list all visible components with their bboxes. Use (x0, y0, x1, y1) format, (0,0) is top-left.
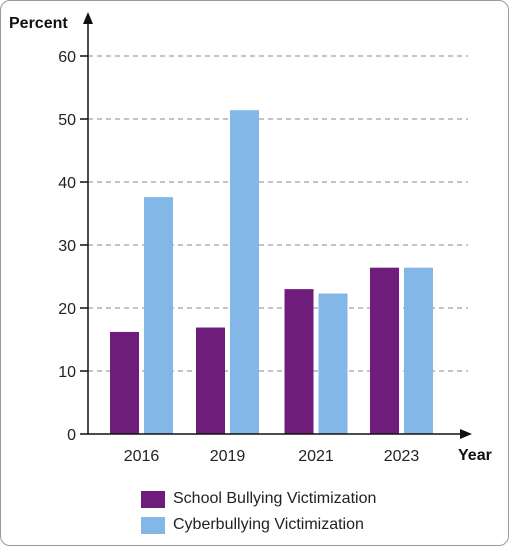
legend: School Bullying Victimization Cyberbully… (141, 486, 376, 538)
x-tick-label-2019: 2019 (210, 448, 246, 465)
legend-swatch-school (141, 490, 165, 508)
bar-cyber-2016 (144, 197, 173, 434)
legend-item-school: School Bullying Victimization (141, 486, 376, 512)
x-tick-label-2016: 2016 (124, 448, 160, 465)
legend-label-cyber: Cyberbullying Victimization (173, 516, 364, 533)
x-tick-label-2023: 2023 (384, 448, 420, 465)
y-tick-label-60: 60 (58, 49, 76, 66)
y-axis-arrow (83, 12, 93, 24)
x-axis-arrow (460, 429, 472, 439)
y-tick-label-20: 20 (58, 301, 76, 318)
bar-cyber-2021 (318, 293, 348, 434)
legend-label-school: School Bullying Victimization (173, 490, 377, 507)
bar-school-2021 (284, 289, 314, 434)
y-tick-label-10: 10 (58, 364, 76, 381)
y-tick-label-50: 50 (58, 112, 76, 129)
y-axis-title: Percent (9, 15, 68, 32)
y-ticks: 0 10 20 30 40 50 60 (58, 49, 88, 444)
bar-school-2019 (196, 327, 225, 434)
axes (83, 12, 472, 439)
legend-swatch-cyber (141, 516, 165, 534)
x-axis-title: Year (458, 447, 492, 464)
y-tick-label-0: 0 (67, 427, 76, 444)
bars (110, 110, 433, 435)
bar-cyber-2019 (230, 110, 259, 435)
x-ticks: 2016 2019 2021 2023 (124, 448, 420, 465)
legend-item-cyber: Cyberbullying Victimization (141, 512, 376, 538)
bar-school-2016 (110, 331, 139, 434)
x-tick-label-2021: 2021 (298, 448, 334, 465)
y-tick-label-40: 40 (58, 175, 76, 192)
bar-cyber-2023 (404, 267, 433, 434)
bar-school-2023 (370, 267, 399, 434)
y-tick-label-30: 30 (58, 238, 76, 255)
